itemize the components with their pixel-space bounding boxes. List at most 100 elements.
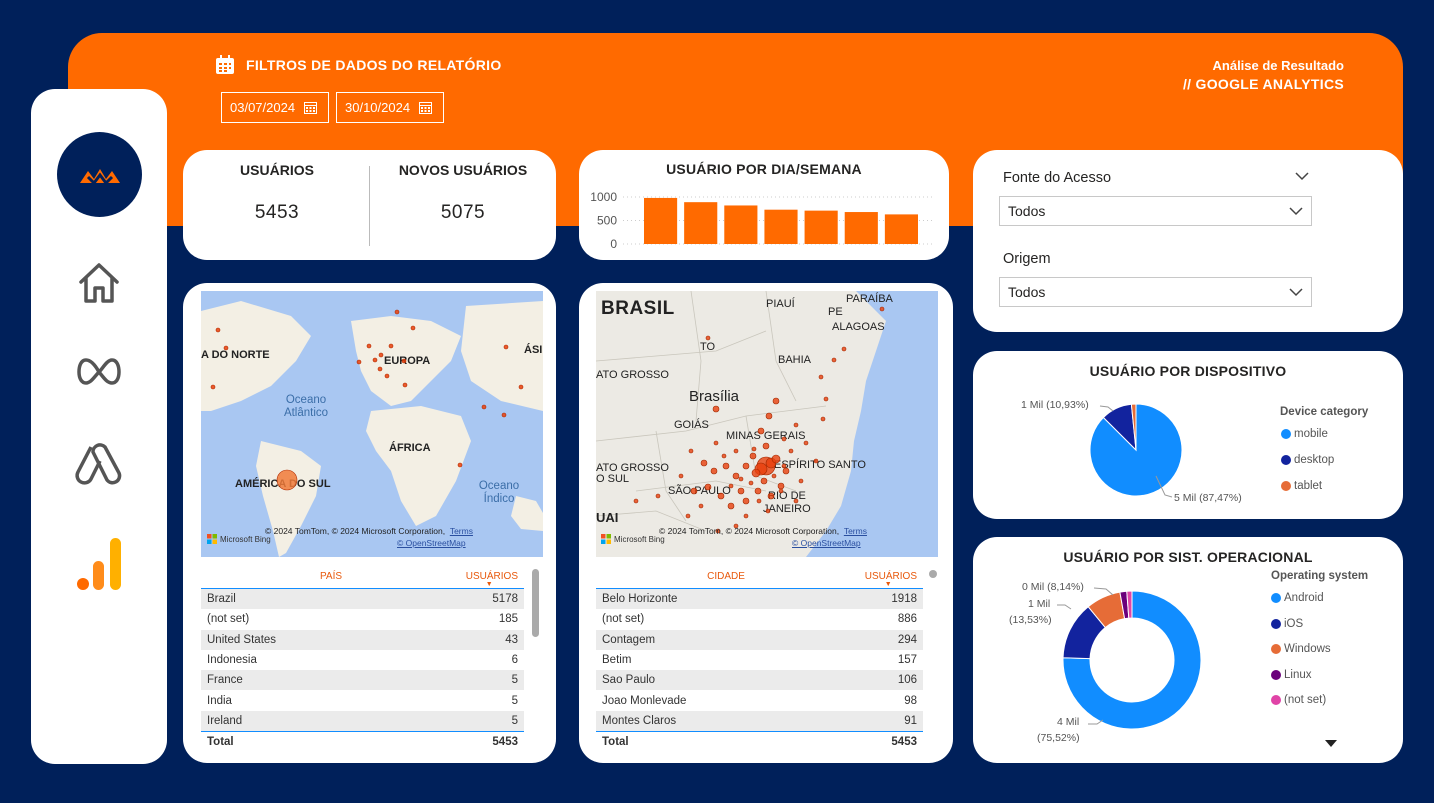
city-bubble[interactable] bbox=[685, 513, 691, 519]
table-row[interactable]: Betim 157 bbox=[596, 650, 923, 670]
legend-more-icon[interactable] bbox=[1325, 740, 1337, 748]
table-row[interactable]: Indonesia 6 bbox=[201, 650, 524, 670]
logo-icon[interactable] bbox=[57, 132, 142, 217]
bar-5[interactable] bbox=[804, 210, 838, 244]
table-row[interactable]: Brazil 5178 bbox=[201, 589, 524, 610]
legend-item[interactable]: Android bbox=[1271, 592, 1324, 604]
city-bubble[interactable] bbox=[751, 446, 757, 452]
bar-7[interactable] bbox=[884, 214, 918, 244]
city-bubble[interactable] bbox=[737, 487, 745, 495]
city-bubble[interactable] bbox=[732, 472, 740, 480]
city-bubble[interactable] bbox=[777, 482, 785, 490]
city-bubble[interactable] bbox=[771, 454, 781, 464]
scrollbar[interactable] bbox=[532, 569, 539, 637]
city-bubble[interactable] bbox=[765, 412, 773, 420]
meta-icon[interactable] bbox=[73, 346, 125, 398]
city-bubble[interactable] bbox=[742, 462, 750, 470]
city-bubble[interactable] bbox=[748, 480, 754, 486]
google-analytics-icon[interactable] bbox=[73, 538, 125, 591]
table-row[interactable]: India 5 bbox=[201, 690, 524, 710]
bar-4[interactable] bbox=[764, 209, 798, 244]
source-filter-dropdown[interactable]: Todos bbox=[999, 196, 1312, 226]
city-bubble[interactable] bbox=[733, 448, 739, 454]
slice-Android[interactable] bbox=[1062, 590, 1202, 730]
bar-2[interactable] bbox=[684, 202, 718, 244]
bar-6[interactable] bbox=[844, 212, 878, 244]
city-bubble[interactable] bbox=[782, 467, 790, 475]
city-bubble[interactable] bbox=[767, 492, 775, 500]
slice-tablet[interactable] bbox=[1130, 403, 1137, 451]
table-row[interactable]: Joao Monlevade 98 bbox=[596, 690, 923, 710]
city-bubble[interactable] bbox=[781, 436, 787, 442]
chevron-down-icon[interactable] bbox=[1295, 172, 1309, 181]
table-row[interactable]: Sao Paulo 106 bbox=[596, 670, 923, 691]
table-row[interactable]: Montes Claros 91 bbox=[596, 710, 923, 732]
city-bubble[interactable] bbox=[803, 440, 809, 446]
legend-item[interactable]: desktop bbox=[1281, 454, 1334, 466]
origin-filter-dropdown[interactable]: Todos bbox=[999, 277, 1312, 307]
city-bubble[interactable] bbox=[771, 473, 777, 479]
table-row[interactable]: Contagem 294 bbox=[596, 629, 923, 650]
legend-item[interactable]: Linux bbox=[1271, 669, 1312, 681]
col-users[interactable]: USUÁRIOS ▼ bbox=[466, 571, 524, 588]
city-bubble[interactable] bbox=[751, 468, 761, 478]
table-row[interactable]: United States 43 bbox=[201, 629, 524, 650]
city-bubble[interactable] bbox=[713, 440, 719, 446]
osm-link[interactable]: © OpenStreetMap bbox=[397, 538, 466, 548]
city-bubble[interactable] bbox=[633, 498, 639, 504]
legend-item[interactable]: mobile bbox=[1281, 428, 1328, 440]
brazil-map[interactable]: BRASIL PIAUÍ PARAÍBA PE ALAGOAS TO BAHIA… bbox=[596, 291, 938, 557]
city-bubble[interactable] bbox=[823, 396, 829, 402]
city-bubble[interactable] bbox=[700, 459, 708, 467]
city-bubble[interactable] bbox=[743, 513, 749, 519]
city-bubble[interactable] bbox=[831, 357, 837, 363]
legend-item[interactable]: Windows bbox=[1271, 643, 1331, 655]
city-bubble[interactable] bbox=[738, 476, 744, 482]
city-bubble[interactable] bbox=[818, 374, 824, 380]
city-bubble[interactable] bbox=[733, 523, 739, 529]
slice-(not set)[interactable] bbox=[1126, 590, 1133, 619]
city-bubble[interactable] bbox=[742, 497, 750, 505]
google-ads-icon[interactable] bbox=[73, 439, 125, 491]
city-bubble[interactable] bbox=[762, 442, 770, 450]
city-bubble[interactable] bbox=[757, 427, 765, 435]
date-start-input[interactable]: 03/07/2024 bbox=[221, 92, 329, 123]
city-bubble[interactable] bbox=[778, 488, 784, 494]
city-bubble[interactable] bbox=[688, 448, 694, 454]
city-bubble[interactable] bbox=[754, 487, 762, 495]
city-bubble[interactable] bbox=[705, 335, 711, 341]
city-bubble[interactable] bbox=[655, 493, 661, 499]
city-bubble[interactable] bbox=[715, 528, 721, 534]
city-bubble[interactable] bbox=[788, 448, 794, 454]
date-end-input[interactable]: 30/10/2024 bbox=[336, 92, 444, 123]
city-bubble[interactable] bbox=[704, 483, 712, 491]
city-bubble[interactable] bbox=[712, 405, 720, 413]
city-bubble[interactable] bbox=[793, 498, 799, 504]
legend-item[interactable]: (not set) bbox=[1271, 694, 1326, 706]
world-map[interactable]: A DO NORTE EUROPA ÁSI Oceano Atlântico Á… bbox=[201, 291, 543, 557]
terms-link[interactable]: Terms bbox=[449, 526, 473, 536]
city-bubble[interactable] bbox=[781, 463, 787, 469]
city-bubble[interactable] bbox=[841, 346, 847, 352]
city-bubble[interactable] bbox=[710, 467, 718, 475]
city-bubble[interactable] bbox=[772, 397, 780, 405]
city-bubble[interactable] bbox=[728, 483, 734, 489]
city-bubble[interactable] bbox=[690, 487, 698, 495]
city-bubble[interactable] bbox=[756, 498, 762, 504]
city-bubble[interactable] bbox=[721, 453, 727, 459]
table-row[interactable]: (not set) 185 bbox=[201, 609, 524, 629]
bar-3[interactable] bbox=[724, 205, 758, 244]
legend-item[interactable]: iOS bbox=[1271, 618, 1303, 630]
col-country[interactable]: PAÍS bbox=[319, 571, 343, 582]
city-bubble[interactable] bbox=[749, 452, 757, 460]
legend-item[interactable]: tablet bbox=[1281, 480, 1322, 492]
city-bubble[interactable] bbox=[678, 473, 684, 479]
home-icon[interactable] bbox=[73, 257, 125, 309]
bar-1[interactable] bbox=[644, 197, 678, 244]
osm-link[interactable]: © OpenStreetMap bbox=[792, 538, 861, 548]
terms-link[interactable]: Terms bbox=[843, 526, 867, 536]
col-city[interactable]: CIDADE bbox=[707, 571, 745, 582]
city-bubble[interactable] bbox=[698, 503, 704, 509]
city-bubble[interactable] bbox=[820, 416, 826, 422]
city-bubble[interactable] bbox=[793, 422, 799, 428]
